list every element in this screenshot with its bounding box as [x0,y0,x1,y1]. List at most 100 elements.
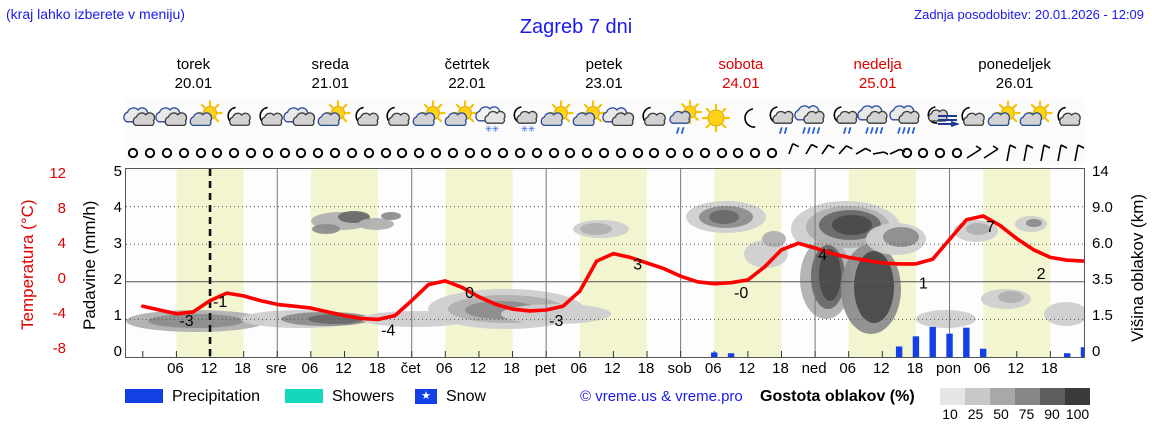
wind-barb [740,140,770,164]
wind-barb [807,140,837,164]
svg-text:-3: -3 [179,313,193,330]
day-date: 23.01 [585,75,623,92]
forecast-plot: -3-1-40-33-04172504 [125,168,1085,358]
wind-barb [118,140,148,164]
day-header-2: četrtek 22.01 [399,55,536,93]
cloudy-icon [121,100,161,138]
x-tick-9: 12 [469,360,487,377]
precipitation-tick-2: 3 [113,235,122,252]
wind-barb [639,140,669,164]
legend-snow-label: Snow [446,388,487,405]
wind-barb [1060,140,1090,164]
copyright-notice: © vreme.us & vreme.pro [580,388,743,405]
svg-text:-0: -0 [734,285,748,302]
wind-barb [942,140,972,164]
x-tick-23: pon [936,360,962,377]
temperature-tick-5: -8 [52,340,66,357]
precipitation-swatch [125,389,163,403]
day-name: nedelja [853,56,902,73]
x-tick-26: 18 [1041,360,1058,377]
x-tick-13: 12 [604,360,621,377]
wind-barb [202,140,232,164]
chart-legend: Precipitation Showers Snow © vreme.us & … [125,386,1145,431]
wind-barb [286,140,316,164]
wind-barb [438,140,468,164]
x-tick-1: 12 [200,360,218,377]
wind-barb [623,140,653,164]
cloud-ramp-step-2 [990,388,1015,405]
precipitation-tick-3: 2 [113,271,122,288]
wind-barb [186,140,216,164]
snow-swatch [415,389,437,404]
wind-barb [404,140,434,164]
wind-barb [841,140,872,164]
wind-barb [371,140,401,164]
cloud-ramp-label-4: 90 [1044,406,1060,422]
cloud-ramp-label-5: 100 [1065,406,1090,422]
menu-hint: (kraj lahko izberete v meniju) [6,6,185,22]
temperature-tick-1: 8 [57,200,66,217]
cloudy-icon [600,100,640,138]
svg-text:-1: -1 [213,294,227,311]
wind-barb [1043,140,1073,164]
wind-barb [1026,140,1056,164]
cloud-height-tick-0: 14 [1092,163,1109,180]
x-tick-22: 18 [906,360,924,377]
temperature-tick-3: 0 [57,270,66,287]
legend-precipitation-label: Precipitation [172,388,261,405]
x-tick-12: 06 [570,360,588,377]
wind-barb [959,140,989,164]
moon-cloud-rain-icon [824,100,864,138]
temperature-tick-2: 4 [57,235,66,252]
cloud-ramp-step-0 [940,388,965,405]
cloud-ramp-step-3 [1015,388,1040,405]
svg-text:7: 7 [986,219,995,236]
svg-text:2: 2 [1037,266,1046,283]
temperature-labels: -3-1-40-33-04172504 [179,219,1046,339]
day-name: sreda [311,56,350,73]
wind-barb [992,140,1022,164]
svg-text:-4: -4 [381,322,395,339]
x-tick-20: 06 [839,360,857,377]
wind-barb [774,140,804,164]
showers-swatch [285,389,323,403]
cloudy-icon [281,100,321,138]
cloud-density-ramp [940,388,1090,405]
wind-barb [976,140,1006,164]
wind-barb [589,140,619,164]
x-tick-24: 06 [973,360,991,377]
precipitation-axis-title: Padavine (mm/h) [80,200,99,330]
wind-barb [219,140,249,164]
sun-cloud-rain-icon [664,99,704,138]
cloud-snow-icon: ✳ ✳ [472,100,512,138]
svg-text:4: 4 [818,247,827,264]
cloud-height-tick-2: 6.0 [1092,235,1113,252]
day-header-3: petek 23.01 [536,55,673,93]
wind-barb [723,140,753,164]
svg-text:✳: ✳ [492,125,500,135]
wind-barb [925,140,955,164]
wind-barb [354,140,384,164]
svg-text:✳: ✳ [528,125,536,135]
legend-showers-label: Showers [332,388,395,405]
cloud-ramp-label-2: 50 [993,406,1009,422]
wind-barb [656,140,686,164]
cloud-ramp-step-1 [965,388,990,405]
wind-barb [135,140,165,164]
day-name: sobota [718,56,764,73]
svg-text:✳: ✳ [521,125,529,135]
sun-cloud-icon [185,100,225,138]
moon-wind-icon [919,100,961,138]
wind-barb [488,140,518,164]
cloud-density-ramp-labels: 10 25 50 75 90 100 [930,406,1105,426]
day-name: ponedeljek [978,56,1051,73]
cloud-density-legend-title: Gostota oblakov (%) [760,388,915,405]
cloud-density-layer [126,201,1084,334]
day-header-0: torek 20.01 [125,55,262,93]
moon-cloud-icon [345,100,385,138]
x-tick-18: 18 [772,360,789,377]
legend-precipitation: Precipitation [125,386,260,408]
day-header-5: nedelja 25.01 [809,55,946,93]
x-tick-10: 18 [503,360,520,377]
